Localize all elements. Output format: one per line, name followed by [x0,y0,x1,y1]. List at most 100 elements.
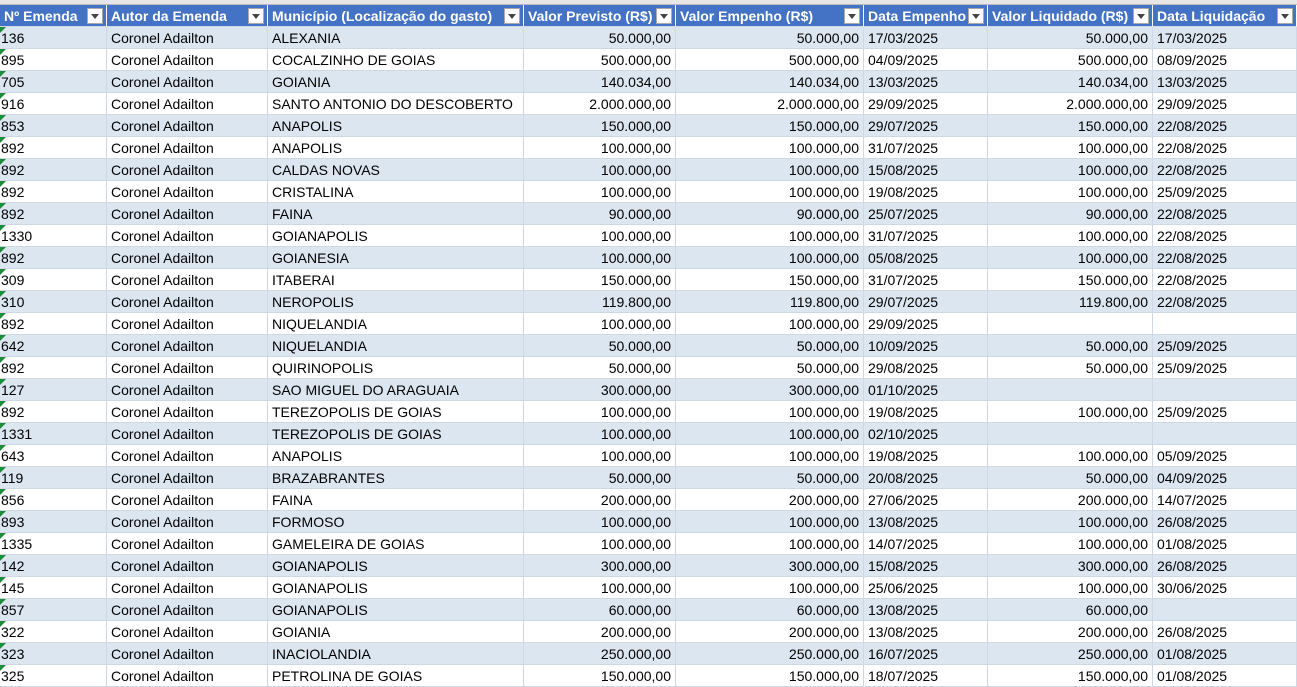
cell[interactable]: TEREZOPOLIS DE GOIAS [268,401,524,423]
cell[interactable]: 100.000,00 [676,577,864,599]
cell[interactable]: 25/09/2025 [1153,401,1297,423]
cell[interactable]: 100.000,00 [524,533,676,555]
cell[interactable]: 200.000,00 [988,489,1153,511]
cell[interactable] [988,313,1153,335]
cell[interactable]: GOIANAPOLIS [268,555,524,577]
cell[interactable]: 29/07/2025 [864,115,988,137]
cell[interactable]: 309 [0,269,107,291]
cell[interactable]: 04/09/2025 [1153,467,1297,489]
cell[interactable] [1153,423,1297,445]
cell[interactable]: 50.000,00 [988,27,1153,49]
cell[interactable]: 100.000,00 [676,445,864,467]
cell[interactable]: Coronel Adailton [107,115,268,137]
cell[interactable]: 892 [0,203,107,225]
cell[interactable]: 01/08/2025 [1153,533,1297,555]
cell[interactable]: GOIANIA [268,71,524,93]
cell[interactable]: 150.000,00 [988,115,1153,137]
cell[interactable]: 05/09/2025 [1153,445,1297,467]
cell[interactable]: QUIRINOPOLIS [268,357,524,379]
cell[interactable]: 17/03/2025 [1153,27,1297,49]
cell[interactable]: 17/03/2025 [864,27,988,49]
cell[interactable]: 150.000,00 [676,665,864,687]
cell[interactable]: 31/07/2025 [864,137,988,159]
cell[interactable]: SANTO ANTONIO DO DESCOBERTO [268,93,524,115]
cell[interactable]: 892 [0,137,107,159]
cell[interactable]: 14/07/2025 [864,533,988,555]
cell[interactable]: Coronel Adailton [107,313,268,335]
cell[interactable]: Coronel Adailton [107,49,268,71]
cell[interactable]: 300.000,00 [524,555,676,577]
cell[interactable]: 100.000,00 [988,137,1153,159]
cell[interactable]: 16/07/2025 [864,643,988,665]
cell[interactable]: 100.000,00 [524,445,676,467]
cell[interactable]: 22/08/2025 [1153,247,1297,269]
cell[interactable]: 892 [0,181,107,203]
cell[interactable]: 500.000,00 [524,49,676,71]
cell[interactable]: 04/09/2025 [864,49,988,71]
cell[interactable] [1153,379,1297,401]
cell[interactable]: 856 [0,489,107,511]
cell[interactable]: CALDAS NOVAS [268,159,524,181]
cell[interactable]: 01/08/2025 [1153,665,1297,687]
cell[interactable]: Coronel Adailton [107,445,268,467]
cell[interactable]: 2.000.000,00 [524,93,676,115]
cell[interactable]: 100.000,00 [988,181,1153,203]
cell[interactable]: 100.000,00 [524,511,676,533]
cell[interactable]: Coronel Adailton [107,467,268,489]
cell[interactable]: 100.000,00 [988,247,1153,269]
cell[interactable]: Coronel Adailton [107,181,268,203]
cell[interactable]: 50.000,00 [676,27,864,49]
cell[interactable]: 100.000,00 [524,137,676,159]
cell[interactable]: 142 [0,555,107,577]
cell[interactable]: 25/09/2025 [1153,181,1297,203]
cell[interactable]: 200.000,00 [524,621,676,643]
cell[interactable]: 100.000,00 [988,159,1153,181]
cell[interactable]: 100.000,00 [676,137,864,159]
filter-button[interactable] [87,8,103,24]
cell[interactable] [988,379,1153,401]
cell[interactable]: 892 [0,159,107,181]
header-cell[interactable]: Valor Empenho (R$) [676,5,864,27]
cell[interactable]: 250.000,00 [524,643,676,665]
cell[interactable]: FAINA [268,489,524,511]
cell[interactable]: 22/08/2025 [1153,203,1297,225]
cell[interactable]: 150.000,00 [988,269,1153,291]
cell[interactable]: ALEXANIA [268,27,524,49]
cell[interactable]: 322 [0,621,107,643]
filter-button[interactable] [248,8,264,24]
cell[interactable]: 13/08/2025 [864,511,988,533]
cell[interactable]: 300.000,00 [676,555,864,577]
cell[interactable]: 22/08/2025 [1153,225,1297,247]
cell[interactable]: 150.000,00 [524,115,676,137]
cell[interactable]: 90.000,00 [524,203,676,225]
cell[interactable]: Coronel Adailton [107,247,268,269]
cell[interactable]: 1335 [0,533,107,555]
cell[interactable]: 50.000,00 [676,467,864,489]
cell[interactable]: 200.000,00 [676,621,864,643]
cell[interactable]: 140.034,00 [524,71,676,93]
cell[interactable]: INACIOLANDIA [268,643,524,665]
cell[interactable]: ITABERAI [268,269,524,291]
cell[interactable]: 18/07/2025 [864,665,988,687]
cell[interactable]: 150.000,00 [524,269,676,291]
cell[interactable]: Coronel Adailton [107,159,268,181]
cell[interactable]: Coronel Adailton [107,489,268,511]
cell[interactable]: 100.000,00 [524,313,676,335]
cell[interactable]: 2.000.000,00 [988,93,1153,115]
cell[interactable]: 500.000,00 [676,49,864,71]
cell[interactable]: 90.000,00 [676,203,864,225]
cell[interactable]: 29/09/2025 [864,93,988,115]
cell[interactable]: 127 [0,379,107,401]
cell[interactable]: 100.000,00 [988,533,1153,555]
cell[interactable]: 892 [0,313,107,335]
cell[interactable]: 100.000,00 [988,225,1153,247]
cell[interactable]: 29/07/2025 [864,291,988,313]
cell[interactable]: 100.000,00 [524,225,676,247]
cell[interactable]: 150.000,00 [988,665,1153,687]
cell[interactable]: Coronel Adailton [107,269,268,291]
cell[interactable]: 2.000.000,00 [676,93,864,115]
header-cell[interactable]: Valor Liquidado (R$) [988,5,1153,27]
cell[interactable]: 119.800,00 [988,291,1153,313]
cell[interactable]: Coronel Adailton [107,665,268,687]
cell[interactable]: 100.000,00 [524,577,676,599]
